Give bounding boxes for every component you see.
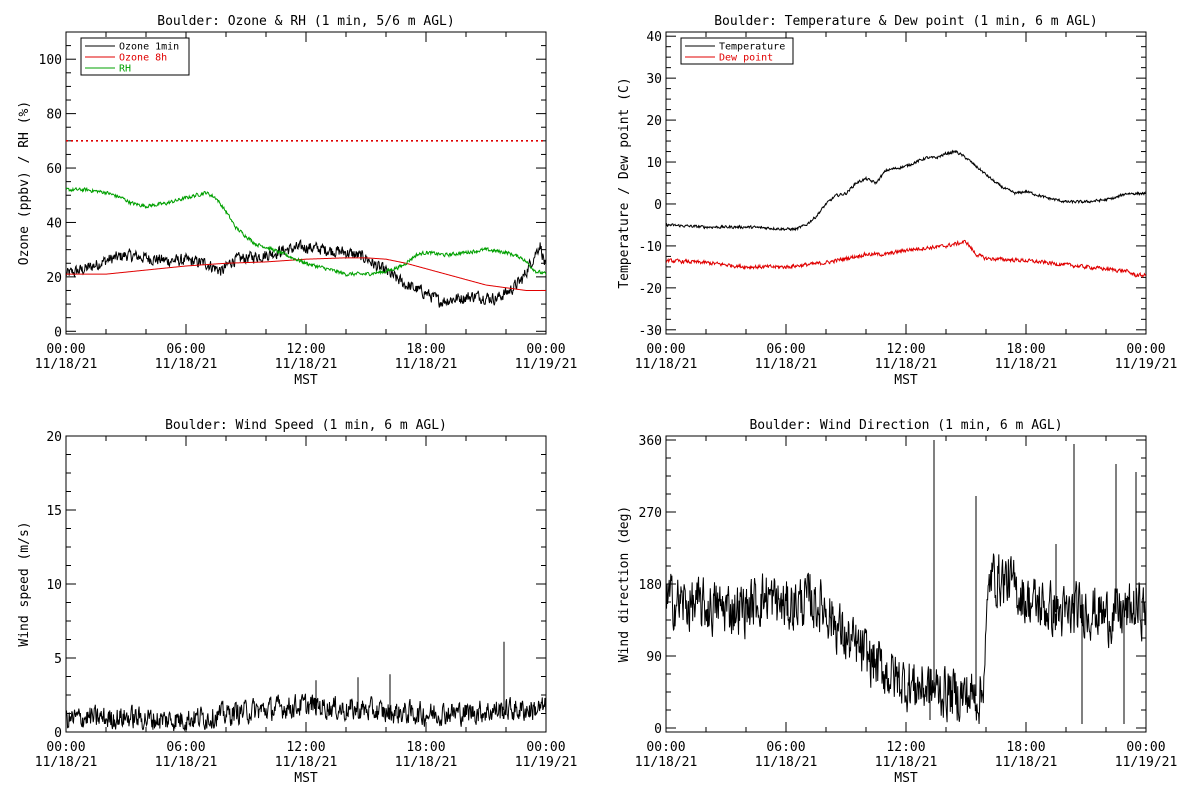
y-tick-label: 40 (46, 216, 62, 231)
x-tick-label-time: 12:00 (286, 740, 325, 755)
x-tick-label-date: 11/18/21 (155, 755, 218, 770)
x-tick-label-date: 11/18/21 (275, 357, 338, 372)
y-tick-label: 5 (54, 652, 62, 667)
plot-frame (665, 31, 1147, 335)
legend-label: Ozone 1min (119, 42, 179, 53)
x-tick-label-date: 11/18/21 (395, 357, 458, 372)
series-wind-speed (66, 693, 546, 732)
plot-frame (65, 435, 547, 733)
x-tick-label-time: 06:00 (166, 740, 205, 755)
legend-label: Temperature (719, 42, 785, 53)
y-tick-label: 90 (646, 650, 662, 665)
legend (680, 37, 794, 65)
y-axis-label: Wind direction (deg) (617, 506, 632, 663)
x-tick-label-time: 00:00 (46, 342, 85, 357)
x-tick-label-date: 11/18/21 (35, 357, 98, 372)
y-tick-label: 10 (646, 156, 662, 171)
x-tick-label-date: 11/18/21 (155, 357, 218, 372)
plot-frame (65, 31, 547, 335)
x-tick-label-date: 11/18/21 (755, 755, 818, 770)
y-tick-label: 0 (654, 198, 662, 213)
x-tick-label-time: 18:00 (1006, 342, 1045, 357)
y-tick-label: 20 (646, 114, 662, 129)
series-temperature (666, 149, 1146, 232)
series-ozone-8h (66, 257, 546, 291)
y-tick-label: 270 (639, 506, 662, 521)
x-tick-label-date: 11/18/21 (275, 755, 338, 770)
y-tick-label: 30 (646, 72, 662, 87)
y-tick-label: 20 (46, 430, 62, 445)
x-tick-label-date: 11/19/21 (1115, 755, 1178, 770)
legend-label: Dew point (719, 53, 773, 64)
x-tick-label-date: 11/18/21 (875, 755, 938, 770)
y-tick-label: -10 (639, 240, 662, 255)
y-tick-label: 0 (54, 325, 62, 340)
x-tick-label-time: 00:00 (46, 740, 85, 755)
x-tick-label-time: 12:00 (286, 342, 325, 357)
y-tick-label: 0 (654, 722, 662, 737)
x-tick-label-time: 00:00 (526, 342, 565, 357)
x-axis-label: MST (294, 771, 318, 786)
x-tick-label-time: 06:00 (766, 342, 805, 357)
x-tick-label-time: 18:00 (406, 740, 445, 755)
x-tick-label-date: 11/18/21 (35, 755, 98, 770)
y-axis-label: Temperature / Dew point (C) (617, 77, 632, 288)
x-tick-label-time: 00:00 (646, 342, 685, 357)
x-tick-label-time: 00:00 (1126, 342, 1165, 357)
y-tick-label: -30 (639, 324, 662, 339)
x-tick-label-date: 11/19/21 (515, 357, 578, 372)
x-axis-label: MST (294, 373, 318, 388)
chart-wdir: Boulder: Wind Direction (1 min, 6 m AGL)… (617, 418, 1177, 786)
series-rh (66, 186, 546, 278)
x-axis-label: MST (894, 373, 918, 388)
y-axis-label: Ozone (ppbv) / RH (%) (17, 101, 32, 265)
x-tick-label-time: 18:00 (406, 342, 445, 357)
chart-title: Boulder: Ozone & RH (1 min, 5/6 m AGL) (157, 14, 454, 29)
y-tick-label: -20 (639, 282, 662, 297)
x-tick-label-date: 11/19/21 (1115, 357, 1178, 372)
x-axis-label: MST (894, 771, 918, 786)
series-ozone-1min (66, 238, 546, 308)
chart-temp: Boulder: Temperature & Dew point (1 min,… (617, 14, 1177, 388)
x-tick-label-date: 11/18/21 (995, 755, 1058, 770)
x-tick-label-date: 11/18/21 (995, 357, 1058, 372)
x-tick-label-date: 11/19/21 (515, 755, 578, 770)
y-tick-label: 100 (39, 53, 62, 68)
y-tick-label: 40 (646, 30, 662, 45)
y-tick-label: 20 (46, 271, 62, 286)
x-tick-label-time: 00:00 (526, 740, 565, 755)
chart-ozone: Boulder: Ozone & RH (1 min, 5/6 m AGL) 0 2… (17, 14, 577, 388)
x-tick-label-time: 12:00 (886, 342, 925, 357)
x-tick-label-date: 11/18/21 (755, 357, 818, 372)
chart-title: Boulder: Wind Speed (1 min, 6 m AGL) (165, 418, 447, 433)
chart-title: Boulder: Temperature & Dew point (1 min,… (714, 14, 1098, 29)
x-tick-label-time: 06:00 (166, 342, 205, 357)
y-tick-label: 360 (639, 434, 662, 449)
chart-wspd: Boulder: Wind Speed (1 min, 6 m AGL) 0 5 10… (17, 418, 577, 786)
x-tick-label-time: 00:00 (646, 740, 685, 755)
y-tick-label: 80 (46, 108, 62, 123)
y-tick-label: 15 (46, 504, 62, 519)
series-wind-direction (666, 553, 1146, 725)
x-tick-label-time: 00:00 (1126, 740, 1165, 755)
x-tick-label-date: 11/18/21 (395, 755, 458, 770)
y-tick-label: 0 (54, 726, 62, 741)
y-tick-label: 180 (639, 578, 662, 593)
y-axis-label: Wind speed (m/s) (17, 521, 32, 646)
series-dew-point (666, 239, 1146, 279)
x-tick-label-date: 11/18/21 (875, 357, 938, 372)
x-tick-label-date: 11/18/21 (635, 357, 698, 372)
x-tick-label-time: 18:00 (1006, 740, 1045, 755)
x-tick-label-time: 12:00 (886, 740, 925, 755)
x-tick-label-date: 11/18/21 (635, 755, 698, 770)
y-tick-label: 60 (46, 162, 62, 177)
chart-title: Boulder: Wind Direction (1 min, 6 m AGL) (749, 418, 1062, 433)
legend-label: Ozone 8h (119, 53, 167, 64)
y-tick-label: 10 (46, 578, 62, 593)
x-tick-label-time: 06:00 (766, 740, 805, 755)
legend-label: RH (119, 64, 131, 75)
